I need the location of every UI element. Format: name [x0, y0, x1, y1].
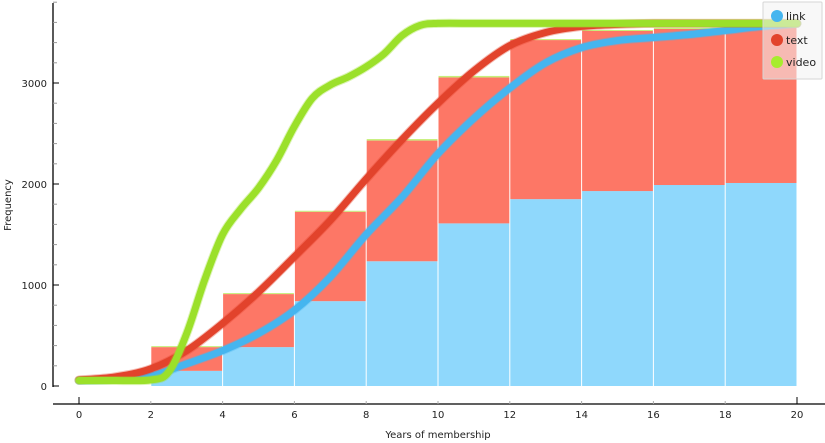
legend-item-text[interactable]: text	[771, 34, 808, 47]
bar-link-6-8	[294, 301, 366, 386]
legend: link text video	[762, 1, 823, 80]
bar-text-14-16	[582, 30, 653, 192]
x-tick-label: 12	[503, 410, 516, 421]
x-tick-label: 10	[432, 410, 445, 421]
x-tick-label: 16	[647, 410, 660, 421]
x-tick-label: 4	[219, 410, 225, 421]
bar-link-14-16	[582, 191, 653, 386]
bar-video-14-16	[582, 29, 653, 31]
x-tick-label: 6	[291, 410, 297, 421]
legend-item-video[interactable]: video	[771, 56, 816, 69]
bar-link-8-10	[366, 261, 438, 386]
legend-label-text: text	[786, 34, 808, 47]
bar-video-12-14	[510, 39, 582, 41]
axes-layer: 0 1000 2000 3000 0 2 4 6 8 10 12 14 16 18 20 Years of…	[3, 1, 825, 441]
bar-link-10-12	[438, 223, 510, 386]
bar-text-6-8	[294, 211, 366, 302]
bar-video-16-18	[653, 27, 725, 29]
y-ticks: 0 1000 2000 3000	[22, 1, 59, 393]
y-tick-label: 1000	[22, 281, 47, 292]
bar-link-12-14	[510, 199, 582, 386]
legend-item-link[interactable]: link	[771, 10, 806, 23]
x-tick-label: 2	[148, 410, 154, 421]
y-axis-label: Frequency	[3, 179, 14, 231]
legend-marker-text	[771, 34, 783, 46]
bar-link-4-6	[223, 347, 294, 386]
legend-marker-link	[771, 10, 783, 22]
y-tick-label: 2000	[22, 180, 47, 191]
bar-video-6-8	[294, 210, 366, 212]
bar-link-18-20	[725, 182, 797, 386]
x-tick-label: 18	[719, 410, 732, 421]
curve-video	[75, 19, 801, 385]
bar-link-16-18	[653, 185, 725, 386]
y-tick-label: 0	[41, 382, 47, 393]
x-axis-label: Years of membership	[384, 430, 490, 441]
x-ticks: 0 2 4 6 8 10 12 14 16 18 20	[76, 397, 804, 421]
bars-layer	[151, 26, 797, 386]
bar-text-16-18	[653, 28, 725, 186]
curves-layer	[74, 18, 802, 386]
y-tick-label: 3000	[22, 79, 47, 90]
x-tick-label: 20	[791, 410, 804, 421]
bar-text-2-4	[151, 347, 223, 371]
legend-label-link: link	[786, 10, 806, 23]
legend-marker-video	[771, 56, 783, 68]
curve-link	[75, 19, 801, 384]
legend-label-video: video	[786, 56, 816, 69]
x-tick-label: 8	[363, 410, 369, 421]
x-tick-label: 14	[575, 410, 588, 421]
x-tick-label: 0	[76, 410, 82, 421]
bar-video-10-12	[438, 75, 510, 78]
